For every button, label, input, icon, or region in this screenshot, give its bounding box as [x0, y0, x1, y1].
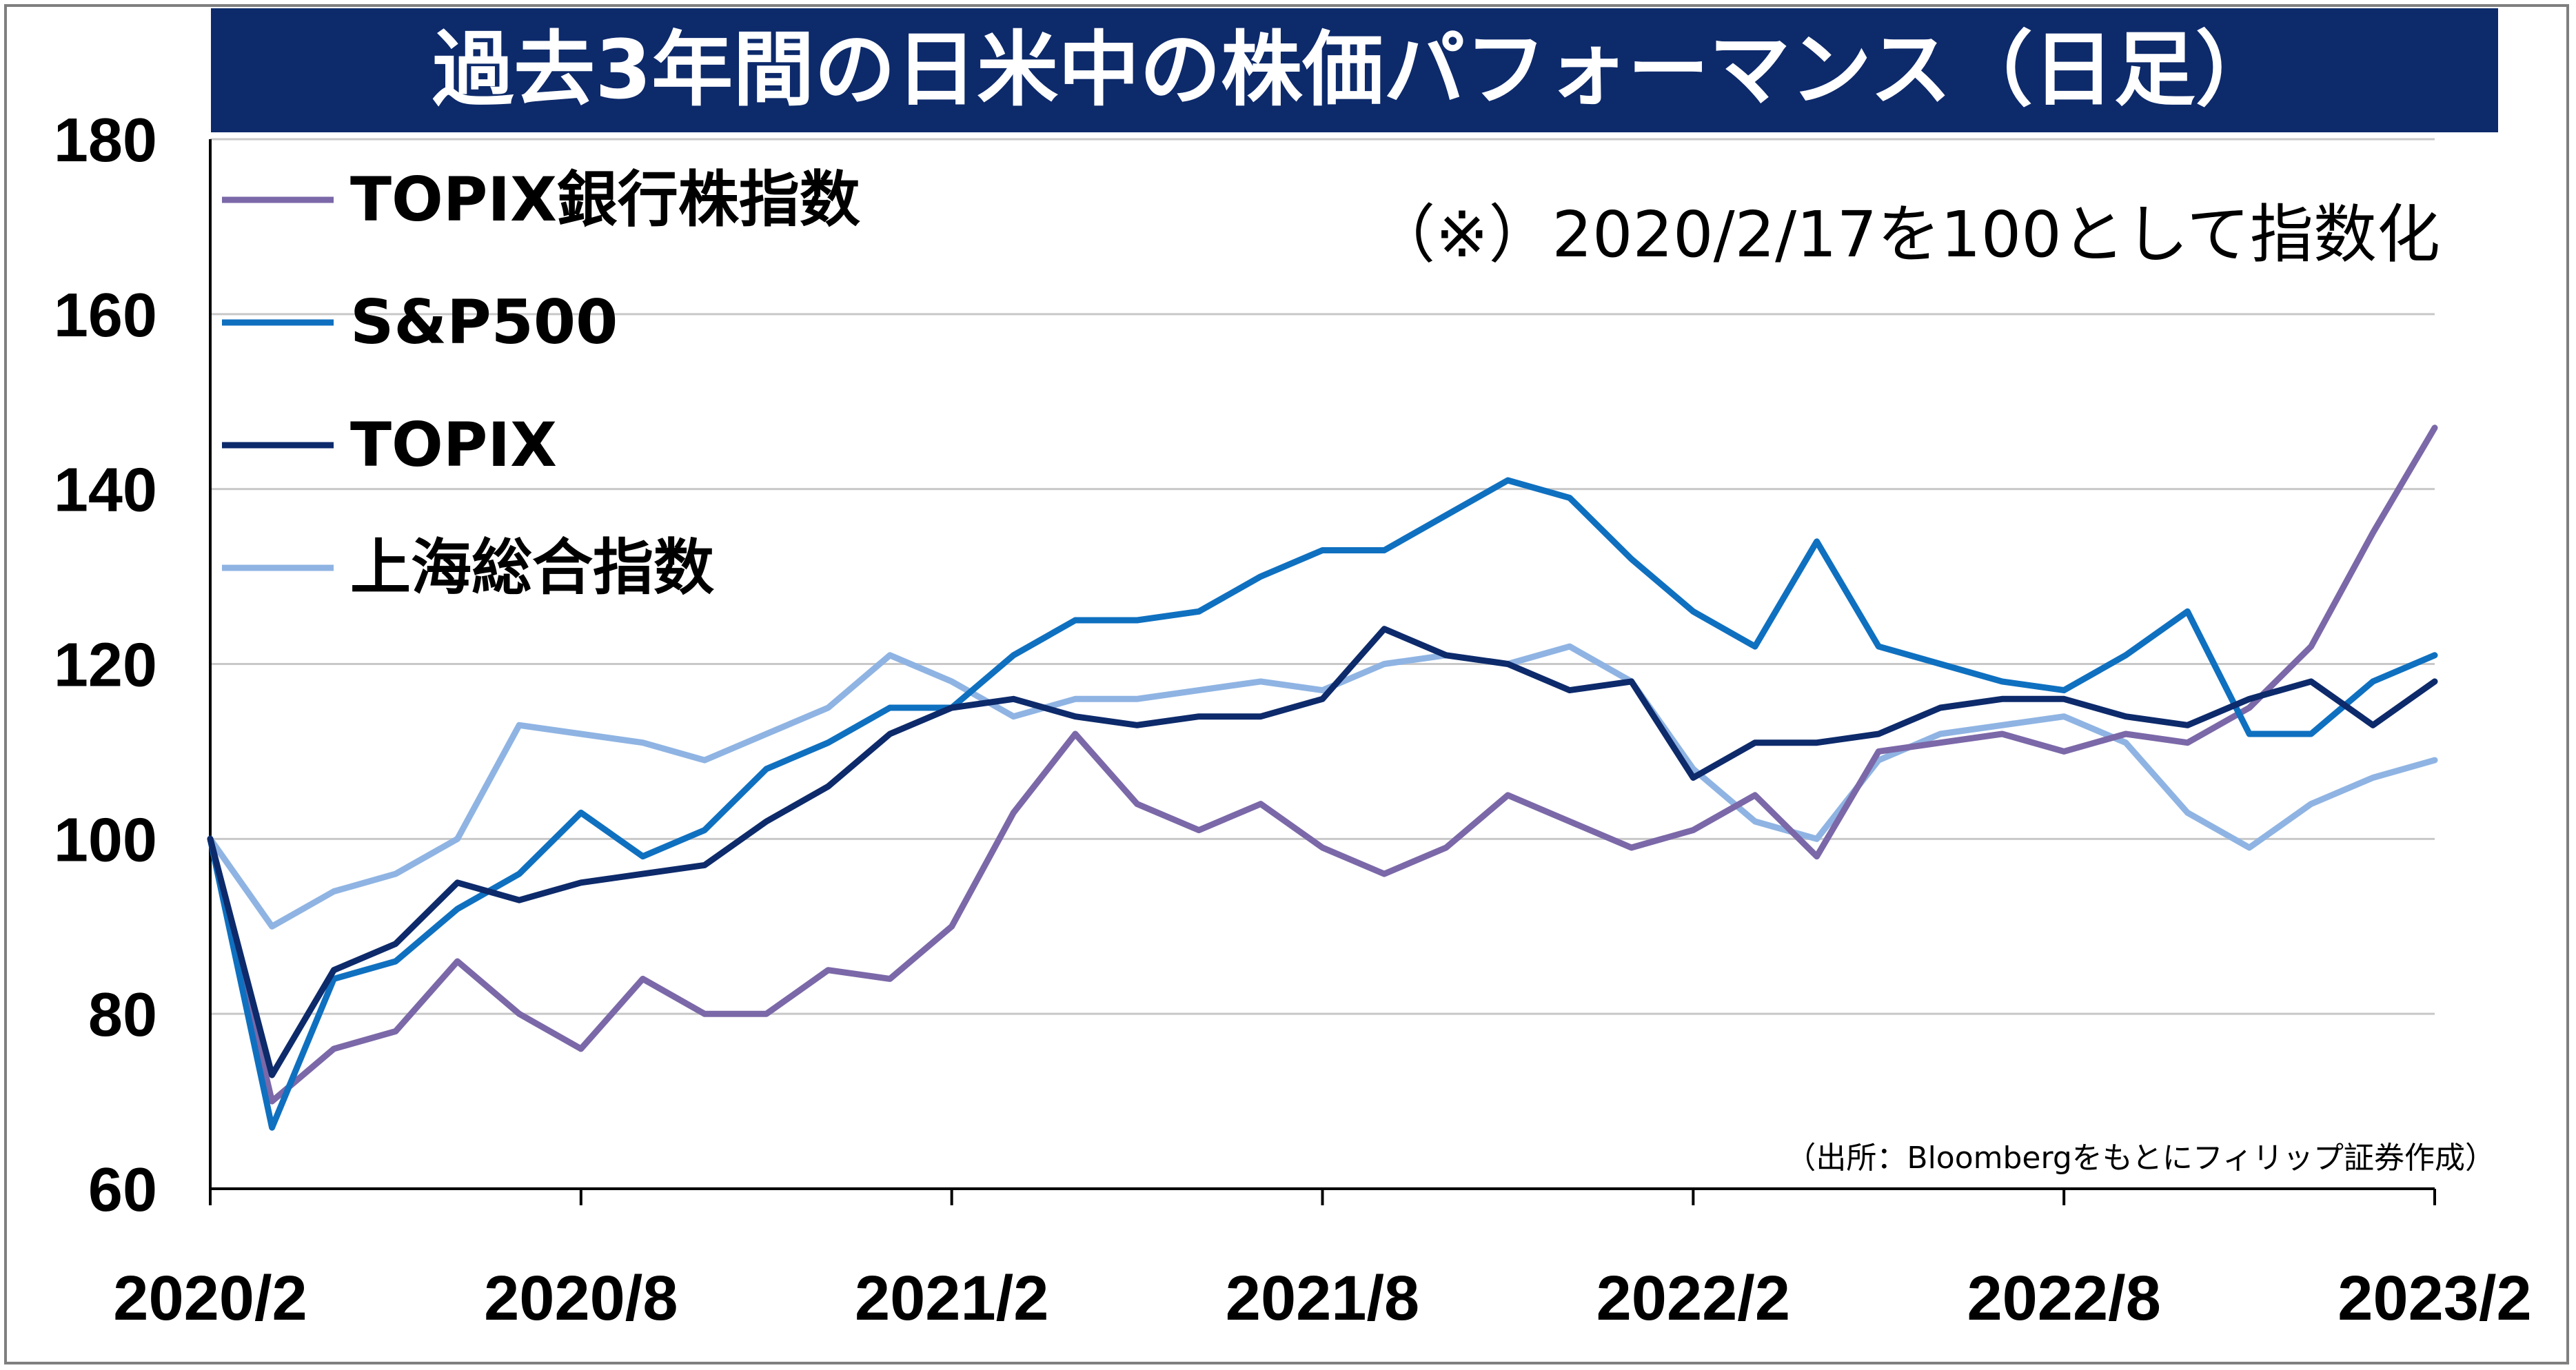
index-note: （※）2020/2/17を100として指数化 — [1372, 198, 2440, 272]
y-tick-label: 60 — [88, 1156, 157, 1225]
legend: TOPIX銀行株指数 S&P500 TOPIX 上海総合指数 — [222, 164, 860, 603]
y-tick-label: 180 — [54, 106, 157, 175]
y-axis-ticks: 60 80 100 120 140 160 180 — [54, 106, 157, 1225]
y-tick-label: 160 — [54, 281, 157, 350]
source-note: （出所：Bloombergをもとにフィリップ証券作成） — [1785, 1141, 2495, 1176]
y-tick-label: 120 — [54, 631, 157, 700]
y-tick-label: 80 — [88, 981, 157, 1050]
x-tick-label: 2021/2 — [855, 1263, 1048, 1333]
legend-label: TOPIX銀行株指数 — [350, 164, 860, 235]
x-axis: 2020/2 2020/8 2021/2 2021/8 2022/2 2022/8 2023… — [113, 139, 2532, 1333]
chart-title: 過去3年間の日米中の株価パフォーマンス（日足） — [432, 22, 2277, 117]
series-line-1 — [207, 477, 2438, 1131]
x-tick-label: 2021/8 — [1226, 1263, 1419, 1333]
x-tick-label: 2022/2 — [1596, 1263, 1790, 1333]
x-tick-label: 2020/8 — [484, 1263, 678, 1333]
chart-frame — [4, 4, 2569, 1364]
legend-label: TOPIX — [350, 409, 557, 480]
series-line-0 — [207, 425, 2438, 1105]
x-tick-label: 2020/2 — [113, 1263, 307, 1333]
series-line-2 — [207, 626, 2438, 1078]
y-tick-label: 140 — [54, 456, 157, 525]
gridlines — [210, 138, 2435, 1015]
series-line-3 — [207, 643, 2438, 930]
legend-label: S&P500 — [350, 287, 618, 358]
y-tick-label: 100 — [54, 806, 157, 875]
x-tick-label: 2022/8 — [1967, 1263, 2160, 1333]
title-banner — [211, 8, 2498, 132]
legend-label: 上海総合指数 — [350, 532, 714, 603]
series-group — [207, 425, 2438, 1131]
x-tick-label: 2023/2 — [2337, 1263, 2531, 1333]
